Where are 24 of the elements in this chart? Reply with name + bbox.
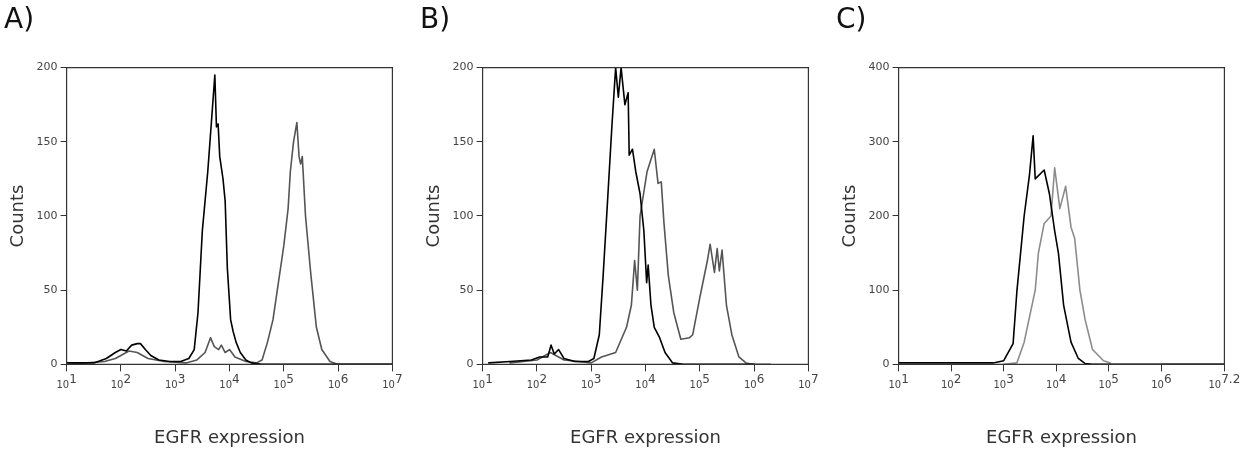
y-tick-label: 400	[868, 60, 890, 74]
chart-title: A)	[4, 2, 35, 36]
y-tick-label: 0	[882, 357, 890, 371]
y-tick-label: 150	[36, 134, 58, 148]
y-tick-label: 200	[36, 60, 58, 74]
y-tick-label: 0	[466, 357, 474, 371]
x-axis-title: EGFR expression	[154, 425, 305, 447]
chart-title: C)	[836, 2, 867, 36]
y-tick-label: 0	[50, 357, 58, 371]
y-tick-label: 200	[452, 60, 474, 74]
y-axis-title: Counts	[6, 184, 28, 248]
y-tick-label: 200	[868, 208, 890, 222]
x-axis-title: EGFR expression	[986, 425, 1137, 447]
y-tick-label: 150	[452, 134, 474, 148]
y-tick-label: 100	[36, 208, 58, 222]
chart-title: B)	[420, 2, 451, 36]
y-tick-label: 300	[868, 134, 890, 148]
y-tick-label: 100	[452, 208, 474, 222]
y-tick-label: 50	[43, 283, 58, 297]
y-axis-title: Counts	[422, 184, 444, 248]
y-tick-label: 100	[868, 283, 890, 297]
y-axis-title: Counts	[838, 184, 860, 248]
y-tick-label: 50	[459, 283, 474, 297]
x-axis-title: EGFR expression	[570, 425, 721, 447]
